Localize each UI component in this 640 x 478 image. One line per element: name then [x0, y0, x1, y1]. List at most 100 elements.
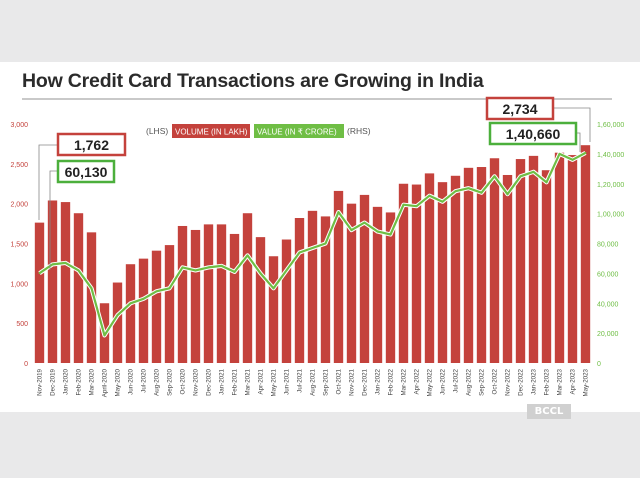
volume-bar — [372, 206, 383, 363]
volume-bar — [268, 256, 279, 363]
x-axis-label: Aug-2022 — [466, 368, 473, 395]
value-point — [77, 269, 80, 272]
legend-lhs-prefix: (LHS) — [146, 126, 168, 136]
right-axis-tick: 1,60,000 — [597, 122, 624, 129]
value-point — [337, 211, 340, 214]
value-point — [142, 297, 145, 300]
x-axis-label: Jul-2021 — [297, 368, 304, 392]
x-axis-label: Nov-2020 — [193, 368, 200, 395]
value-point — [51, 263, 54, 266]
x-axis-label: Apr-2023 — [570, 368, 577, 394]
left-axis-ticks: 0 500 1,000 1,500 2,000 2,500 3,000 — [10, 122, 28, 368]
x-axis-label: Sep-2022 — [479, 368, 486, 395]
x-axis-label: Mar-2022 — [401, 368, 408, 395]
x-axis-label: Jan-2021 — [219, 368, 226, 394]
callout-last-volume-leader — [553, 107, 591, 142]
volume-bar — [229, 233, 240, 363]
volume-bar — [437, 182, 448, 363]
left-axis-tick: 2,500 — [10, 162, 28, 169]
volume-bar — [190, 229, 201, 363]
volume-bar — [476, 167, 487, 363]
value-point — [493, 175, 496, 178]
value-point — [285, 269, 288, 272]
x-axis-label: Sep-2020 — [167, 368, 174, 395]
volume-bar — [151, 250, 162, 363]
value-point — [246, 254, 249, 257]
value-point — [38, 272, 41, 275]
left-axis-tick: 0 — [24, 361, 28, 368]
volume-bar — [73, 213, 84, 363]
x-axis-label: Oct-2022 — [492, 368, 499, 394]
x-axis-label: Jun-2020 — [128, 368, 135, 394]
x-axis-label: Oct-2020 — [180, 368, 187, 394]
volume-bar — [281, 239, 292, 363]
value-point — [428, 194, 431, 197]
value-line — [38, 151, 587, 338]
volume-bar — [580, 145, 591, 363]
x-axis-label: Dec-2022 — [518, 368, 525, 395]
volume-bar — [424, 173, 435, 363]
volume-bar — [385, 212, 396, 363]
callout-first-volume-box — [56, 132, 127, 157]
x-axis-label: May-2021 — [271, 368, 278, 396]
volume-bar — [541, 170, 552, 363]
x-axis-label: Mar-2020 — [89, 368, 96, 395]
legend-value-label: VALUE (IN ₹ CRORE) — [257, 128, 337, 137]
value-point — [103, 334, 106, 337]
value-point — [350, 229, 353, 231]
x-axis-label: Jul-2022 — [453, 368, 460, 392]
right-axis-tick: 60,000 — [597, 271, 619, 278]
volume-bar — [242, 213, 253, 363]
value-point — [129, 302, 132, 305]
volume-bars — [34, 145, 591, 363]
volume-bar — [60, 202, 71, 363]
value-point — [545, 181, 548, 184]
x-axis-label: Jan-2022 — [375, 368, 382, 394]
left-axis-tick: 1,500 — [10, 242, 28, 249]
value-point — [233, 270, 236, 273]
left-axis-tick: 2,000 — [10, 202, 28, 209]
x-axis-label: Dec-2021 — [362, 368, 369, 395]
volume-bar — [138, 258, 149, 363]
volume-bar — [112, 282, 123, 363]
x-axis-label: May-2020 — [115, 368, 122, 396]
volume-bar — [411, 184, 422, 363]
value-point — [272, 287, 275, 290]
volume-bar — [450, 175, 461, 363]
value-point — [363, 221, 366, 224]
volume-bar — [502, 174, 513, 363]
volume-bar — [307, 210, 318, 363]
legend-rhs-suffix: (RHS) — [347, 126, 371, 136]
volume-bar — [359, 194, 370, 363]
callout-first-value: 60,130 — [65, 164, 108, 180]
right-axis-ticks: 0 20,000 40,000 60,000 80,000 1,00,000 1,20,00… — [597, 122, 624, 368]
value-point — [389, 233, 392, 236]
x-axis-label: Feb-2021 — [232, 368, 239, 395]
legend-value-swatch — [254, 124, 344, 138]
right-axis-tick: 1,00,000 — [597, 212, 624, 219]
value-point — [467, 187, 470, 190]
volume-bar — [86, 232, 97, 363]
x-axis-label: Feb-2022 — [388, 368, 395, 395]
x-axis-label: Nov-2019 — [37, 368, 44, 395]
value-point — [519, 175, 522, 178]
x-axis-label: Sep-2021 — [323, 368, 330, 395]
value-point — [155, 290, 158, 293]
value-point — [298, 251, 301, 254]
x-axis-label: Aug-2020 — [154, 368, 161, 395]
volume-bar — [489, 158, 500, 363]
right-axis-tick: 80,000 — [597, 242, 619, 249]
volume-bar — [255, 237, 266, 363]
x-axis-label: Jun-2022 — [440, 368, 447, 394]
value-point — [194, 269, 197, 272]
right-axis-tick: 40,000 — [597, 301, 619, 308]
x-axis-labels: Nov-2019 Dec-2019 Jan-2020 Feb-2020 Mar-2020… — [37, 368, 590, 397]
value-point — [90, 287, 93, 290]
volume-bar — [294, 218, 305, 363]
value-point — [168, 287, 171, 290]
x-axis-label: Apr-2022 — [414, 368, 421, 394]
callout-last-value-box — [488, 121, 578, 146]
legend-volume-swatch — [172, 124, 250, 138]
callout-first-value-box — [56, 159, 116, 184]
value-point — [454, 190, 457, 193]
